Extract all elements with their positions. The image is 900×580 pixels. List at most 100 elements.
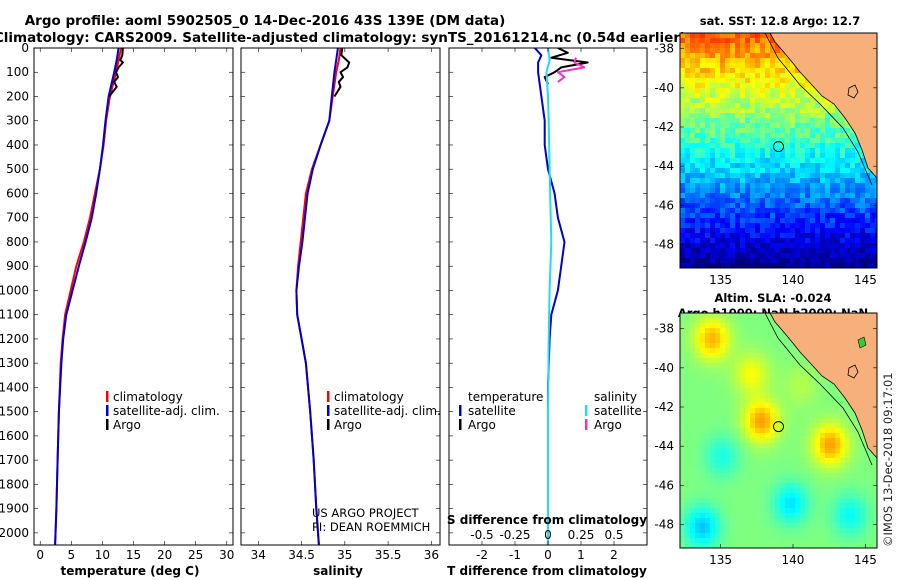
map-cell — [765, 58, 771, 64]
map-cell — [760, 468, 766, 474]
map-cell — [790, 208, 796, 214]
map-cell — [810, 478, 816, 484]
map-cell — [690, 458, 696, 464]
sst-map-frame — [679, 32, 878, 269]
map-cell — [835, 533, 841, 539]
map-cell — [745, 258, 751, 264]
map-cell — [725, 428, 731, 434]
map-cell — [680, 388, 686, 394]
map-cell — [770, 93, 776, 99]
map-cell — [700, 513, 706, 519]
map-cell — [735, 113, 741, 119]
map-cell — [685, 418, 691, 424]
map-cell — [830, 498, 836, 504]
map-cell — [695, 378, 701, 384]
map-cell — [810, 148, 816, 154]
y-tick-label: 400 — [6, 138, 29, 152]
map-cell — [680, 73, 686, 79]
map-cell — [760, 128, 766, 134]
map-cell — [750, 113, 756, 119]
map-cell — [780, 393, 786, 399]
map-cell — [860, 253, 866, 259]
map-cell — [755, 33, 761, 39]
map-cell — [815, 208, 821, 214]
map-cell — [780, 518, 786, 524]
map-cell — [785, 98, 791, 104]
map-cell — [765, 378, 771, 384]
map-cell — [770, 468, 776, 474]
map-cell — [830, 128, 836, 134]
map-cell — [735, 533, 741, 539]
map-cell — [695, 518, 701, 524]
y-tick-label: 600 — [6, 186, 29, 200]
map-cell — [855, 138, 861, 144]
map-cell — [790, 428, 796, 434]
map-cell — [700, 93, 706, 99]
map-cell — [850, 203, 856, 209]
map-cell — [685, 398, 691, 404]
map-cell — [695, 48, 701, 54]
map-cell — [775, 378, 781, 384]
map-cell — [855, 528, 861, 534]
map-cell — [770, 493, 776, 499]
map-cell — [750, 118, 756, 124]
map-cell — [700, 243, 706, 249]
map-cell — [730, 188, 736, 194]
map-cell — [720, 328, 726, 334]
map-cell — [740, 468, 746, 474]
map-cell — [705, 98, 711, 104]
map-cell — [735, 33, 741, 39]
map-cell — [785, 378, 791, 384]
map-cell — [825, 413, 831, 419]
map-cell — [680, 93, 686, 99]
map-cell — [740, 188, 746, 194]
map-cell — [845, 153, 851, 159]
map-cell — [680, 358, 686, 364]
map-cell — [785, 163, 791, 169]
map-cell — [715, 523, 721, 529]
map-cell — [710, 463, 716, 469]
map-cell — [760, 53, 766, 59]
map-cell — [810, 178, 816, 184]
map-cell — [760, 323, 766, 329]
map-cell — [750, 438, 756, 444]
map-cell — [705, 128, 711, 134]
map-cell — [755, 343, 761, 349]
map-cell — [775, 433, 781, 439]
map-cell — [710, 313, 716, 319]
map-cell — [855, 508, 861, 514]
map-cell — [775, 338, 781, 344]
map-cell — [760, 448, 766, 454]
map-cell — [755, 238, 761, 244]
map-cell — [690, 103, 696, 109]
map-cell — [695, 148, 701, 154]
map-cell — [805, 223, 811, 229]
map-cell — [785, 418, 791, 424]
map-cell — [795, 478, 801, 484]
map-cell — [760, 453, 766, 459]
map-cell — [840, 233, 846, 239]
map-cell — [855, 223, 861, 229]
map-cell — [730, 368, 736, 374]
map-cell — [870, 178, 876, 184]
map-cell — [770, 103, 776, 109]
map-cell — [845, 123, 851, 129]
map-cell — [715, 53, 721, 59]
y-tick-label: 200 — [6, 89, 29, 103]
map-cell — [870, 508, 876, 514]
map-cell — [700, 38, 706, 44]
map-cell — [740, 53, 746, 59]
map-cell — [795, 208, 801, 214]
map-cell — [760, 398, 766, 404]
map-cell — [830, 383, 836, 389]
map-cell — [680, 88, 686, 94]
map-cell — [715, 188, 721, 194]
map-cell — [850, 423, 856, 429]
map-cell — [720, 228, 726, 234]
map-cell — [680, 43, 686, 49]
map-cell — [735, 193, 741, 199]
map-cell — [855, 158, 861, 164]
map-cell — [805, 493, 811, 499]
map-cell — [730, 118, 736, 124]
map-cell — [815, 438, 821, 444]
